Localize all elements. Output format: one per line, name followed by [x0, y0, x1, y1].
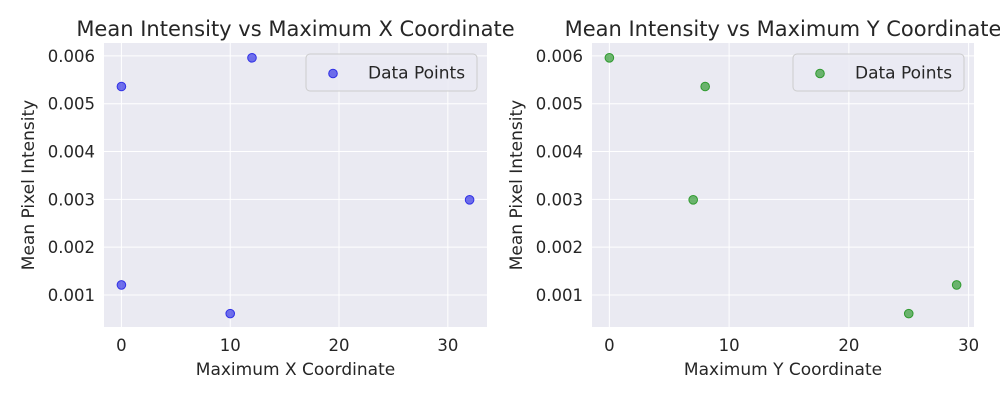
chart-2-y-tick-label: 0.003	[536, 190, 583, 209]
chart-2-y-axis-label: Mean Pixel Intensity	[507, 100, 527, 270]
chart-2-data-point-0	[604, 53, 615, 63]
chart-2: 0 10 20 30 0.001 0.002 0.003 0.004 0.005 0.006 Mea…	[507, 17, 1000, 380]
chart-1-x-tick-label: 10	[220, 336, 241, 355]
chart-1-data-point-1	[116, 280, 127, 290]
chart-1-x-tick-label: 20	[329, 336, 350, 355]
chart-1-data-point-2	[225, 308, 236, 319]
chart-1-y-axis-label: Mean Pixel Intensity	[19, 100, 39, 270]
chart-1-y-tick-label: 0.004	[48, 143, 95, 162]
chart-1-data-point-0	[116, 81, 127, 92]
chart-1-y-tick-label: 0.001	[48, 286, 95, 305]
chart-2-data-point-3	[903, 308, 914, 319]
chart-2-x-tick-label: 0	[604, 336, 615, 355]
chart-2-legend-label: Data Points	[855, 64, 952, 84]
chart-1-legend: Data Points	[305, 53, 478, 92]
chart-2-x-tick-label: 30	[958, 336, 979, 355]
chart-2-data-point-2	[688, 195, 698, 205]
chart-2-title: Mean Intensity vs Maximum Y Coordinate	[565, 17, 1000, 41]
chart-2-y-tick-label: 0.002	[536, 238, 583, 257]
chart-2-x-tick-label: 10	[719, 336, 740, 355]
chart-2-y-tick-label: 0.005	[536, 95, 583, 114]
chart-2-x-tick-label: 20	[838, 336, 859, 355]
chart-1-data-point-4	[464, 195, 475, 205]
chart-1-legend-box	[305, 53, 478, 92]
chart-1-y-tick-label: 0.006	[48, 47, 95, 66]
chart-1-x-tick-label: 30	[437, 336, 458, 355]
chart-2-legend-box	[792, 53, 965, 92]
chart-2-y-tick-label: 0.006	[536, 47, 583, 66]
chart-2-y-tick-label: 0.004	[536, 143, 583, 162]
chart-1-y-tick-label: 0.003	[48, 190, 95, 209]
chart-1-legend-marker	[328, 68, 338, 79]
chart-2-data-point-4	[951, 280, 962, 290]
chart-1-y-tick-label: 0.005	[48, 95, 95, 114]
chart-1-title: Mean Intensity vs Maximum X Coordinate	[76, 17, 514, 41]
chart-2-data-point-1	[700, 81, 710, 92]
chart-1-x-tick-label: 0	[116, 336, 127, 355]
chart-2-legend: Data Points	[792, 53, 965, 92]
chart-1-y-tick-label: 0.002	[48, 238, 95, 257]
chart-1-data-point-3	[247, 53, 257, 63]
chart-2-x-axis-label: Maximum Y Coordinate	[684, 360, 882, 380]
chart-1-x-axis-label: Maximum X Coordinate	[196, 360, 395, 380]
chart-2-legend-marker	[815, 68, 825, 79]
chart-2-y-tick-label: 0.001	[536, 286, 583, 305]
chart-1: 0 10 20 30 0.001 0.002 0.003 0.004 0.005 0.006 Mea…	[19, 17, 515, 380]
chart-1-legend-label: Data Points	[368, 64, 465, 84]
